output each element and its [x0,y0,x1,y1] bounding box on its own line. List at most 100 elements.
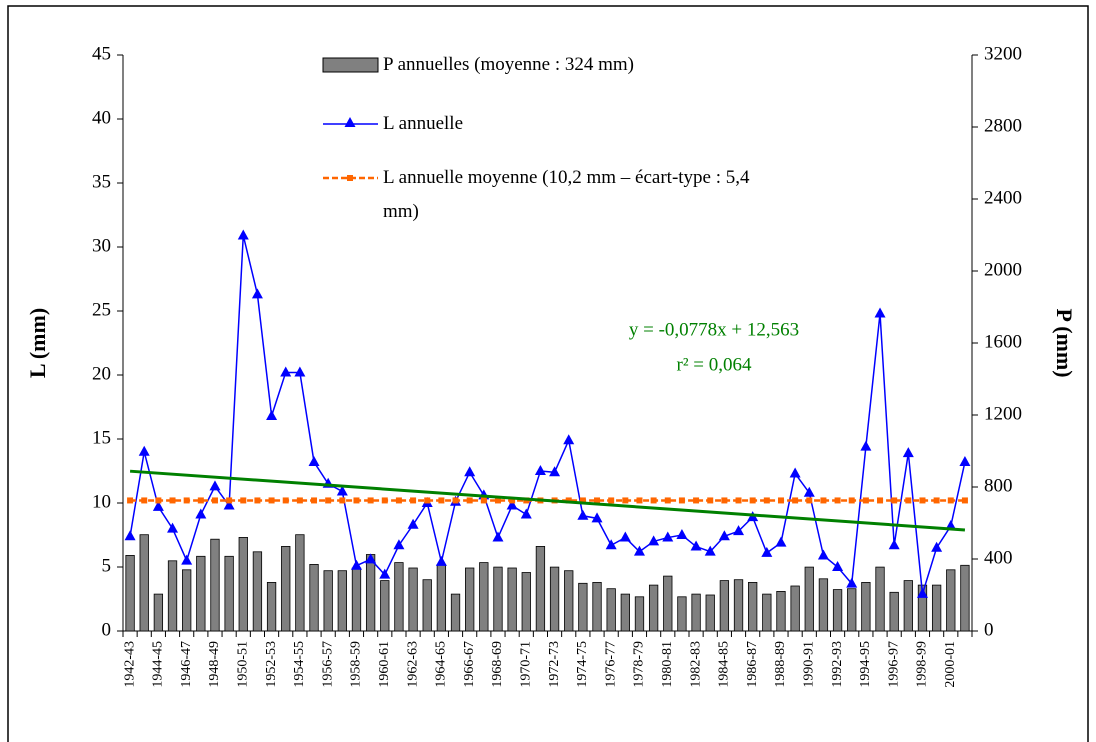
line-marker [803,486,815,497]
mean-marker [777,497,784,504]
mean-marker [919,497,926,504]
y2-tick-label: 2000 [984,259,1022,280]
mean-marker [792,497,799,504]
bar [762,593,772,632]
bar [931,584,942,632]
bar [875,566,885,632]
bar [252,551,263,632]
mean-marker [296,497,303,504]
x-tick-label: 1958-59 [349,641,364,688]
bar [224,555,234,632]
x-tick-label: 1982-83 [688,641,703,688]
bar [479,562,489,632]
x-tick-label: 1950-51 [235,641,250,688]
trend-equation: y = -0,0778x + 12,563 [629,319,799,340]
line-marker [294,366,306,377]
bar [309,564,319,632]
bar [394,562,404,632]
bar [917,584,928,632]
y2-tick-label: 800 [984,475,1013,496]
bar [847,588,857,632]
bar [946,569,956,632]
x-tick-label: 1984-85 [717,641,732,688]
mean-marker [877,497,884,504]
mean-marker [141,497,148,504]
line-marker [817,549,829,560]
mean-marker [947,497,954,504]
x-tick-label: 1980-81 [660,641,675,688]
x-tick-label: 1978-79 [632,641,647,688]
line-marker [534,465,546,475]
bar [804,566,814,632]
bar [733,579,744,632]
line-marker [152,500,164,511]
line-marker [251,288,263,299]
y-tick-label: 35 [92,171,111,192]
x-tick-label: 1990-91 [801,641,816,688]
legend-label: L annuelle [383,113,464,134]
line-marker [124,530,136,541]
bar [903,580,913,632]
bar [776,591,786,632]
x-tick-label: 1964-65 [434,641,449,688]
line-marker [888,539,900,550]
mean-marker [693,497,700,504]
line-marker [916,587,928,598]
y2-axis-label: P (mm) [1052,308,1077,377]
line-marker [350,559,362,570]
mean-marker [763,497,770,504]
bar [592,582,602,632]
line-marker [223,499,235,510]
line-marker [464,466,476,477]
y-tick-label: 40 [92,107,111,128]
mean-marker [155,497,162,504]
x-tick-label: 1942-43 [122,641,137,688]
bar [139,534,149,632]
line-marker [789,467,801,478]
bar [210,538,220,632]
line-marker [280,366,292,377]
mean-marker [169,497,176,504]
line-marker [520,508,532,519]
mean-marker [353,497,360,504]
mean-marker [240,497,247,504]
mean-marker [381,497,388,504]
mean-marker [183,497,190,504]
x-tick-label: 1968-69 [490,641,505,688]
mean-marker [650,497,657,504]
line-marker [591,512,603,523]
bar [705,594,715,632]
mean-marker [622,497,629,504]
bar [238,537,248,632]
bar [634,596,645,632]
x-tick-label: 1956-57 [320,641,335,688]
legend-swatch [322,57,379,73]
line-marker [209,480,221,491]
bar [182,569,192,632]
bar [606,588,616,632]
x-tick-label: 2000-01 [943,641,958,688]
line-marker [959,456,971,467]
line-marker [563,434,575,445]
bar [960,564,970,632]
line-marker [336,485,348,496]
x-tick-label: 1998-99 [915,641,930,688]
y-tick-label: 45 [92,43,111,64]
line-marker [676,529,688,539]
line-marker [492,531,504,542]
x-tick-label: 1954-55 [292,641,307,688]
bar [408,567,418,632]
line-marker [860,440,872,451]
line-marker [690,540,702,551]
line-marker [846,577,858,588]
bar [535,546,546,632]
mean-marker [339,497,346,504]
line-marker [648,535,660,546]
line-marker [662,531,674,542]
y2-tick-label: 3200 [984,43,1022,64]
y2-tick-label: 2800 [984,115,1022,136]
x-tick-label: 1976-77 [603,641,618,688]
x-tick-label: 1988-89 [773,641,788,688]
